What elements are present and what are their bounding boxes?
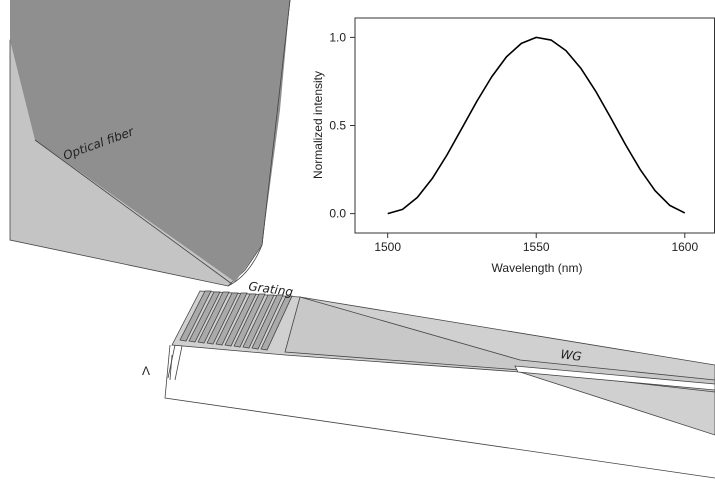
x-axis-label: Wavelength (nm) [492, 261, 583, 275]
period-line [174, 345, 183, 381]
x-tick-label: 1500 [374, 240, 401, 254]
period-label: Λ [142, 364, 150, 378]
wg-label: WG [560, 347, 583, 364]
y-tick-label: 0.0 [329, 207, 346, 221]
wg-gap [514, 365, 715, 391]
y-axis-label: Normalized intensity [311, 71, 325, 179]
grating-bars [179, 290, 293, 351]
schematic [9, 0, 715, 479]
line-series [387, 36, 686, 215]
x-tick-label: 1600 [671, 240, 698, 254]
y-tick-label: 1.0 [329, 30, 346, 44]
fiber-outline [227, 0, 291, 287]
fiber-top [10, 0, 290, 282]
substrate [164, 344, 715, 479]
period-line [167, 344, 176, 379]
grating-label: Grating [248, 279, 295, 299]
fiber-edge [34, 139, 233, 285]
y-tick-label: 0.5 [329, 119, 346, 133]
plot-frame [354, 17, 715, 234]
x-tick-label: 1550 [523, 240, 550, 254]
